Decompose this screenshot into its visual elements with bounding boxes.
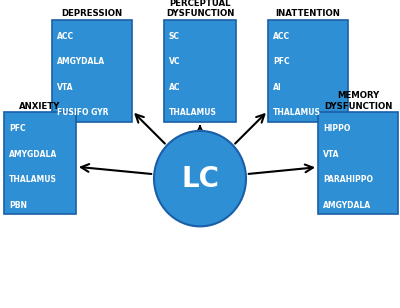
Text: LC: LC: [181, 165, 219, 192]
Text: HIPPO: HIPPO: [323, 124, 350, 133]
FancyBboxPatch shape: [268, 20, 348, 122]
Text: VTA: VTA: [323, 150, 339, 159]
Text: PBN: PBN: [9, 201, 27, 210]
Text: AC: AC: [169, 83, 180, 92]
Text: AMYGDALA: AMYGDALA: [9, 150, 57, 159]
Text: ANXIETY: ANXIETY: [19, 102, 61, 111]
Text: THALAMUS: THALAMUS: [9, 175, 57, 184]
Text: MEMORY
DYSFUNCTION: MEMORY DYSFUNCTION: [324, 91, 392, 111]
Text: PFC: PFC: [9, 124, 26, 133]
Ellipse shape: [154, 131, 246, 226]
Text: SC: SC: [169, 32, 180, 41]
FancyBboxPatch shape: [52, 20, 132, 122]
Text: AMGYDALA: AMGYDALA: [57, 58, 105, 67]
FancyBboxPatch shape: [4, 112, 76, 214]
FancyBboxPatch shape: [318, 112, 398, 214]
Text: AI: AI: [273, 83, 282, 92]
Text: PERCEPTUAL
DYSFUNCTION: PERCEPTUAL DYSFUNCTION: [166, 0, 234, 18]
Text: ACC: ACC: [57, 32, 74, 41]
Text: DEPRESSION: DEPRESSION: [62, 10, 122, 18]
FancyBboxPatch shape: [164, 20, 236, 122]
Text: PARAHIPPO: PARAHIPPO: [323, 175, 373, 184]
Text: ACC: ACC: [273, 32, 290, 41]
Text: INATTENTION: INATTENTION: [276, 10, 340, 18]
Text: THALAMUS: THALAMUS: [169, 108, 217, 117]
Text: FUSIFO GYR: FUSIFO GYR: [57, 108, 108, 117]
Text: AMGYDALA: AMGYDALA: [323, 201, 371, 210]
Text: PFC: PFC: [273, 58, 290, 67]
Text: VTA: VTA: [57, 83, 73, 92]
Text: VC: VC: [169, 58, 180, 67]
Text: THALAMUS: THALAMUS: [273, 108, 321, 117]
